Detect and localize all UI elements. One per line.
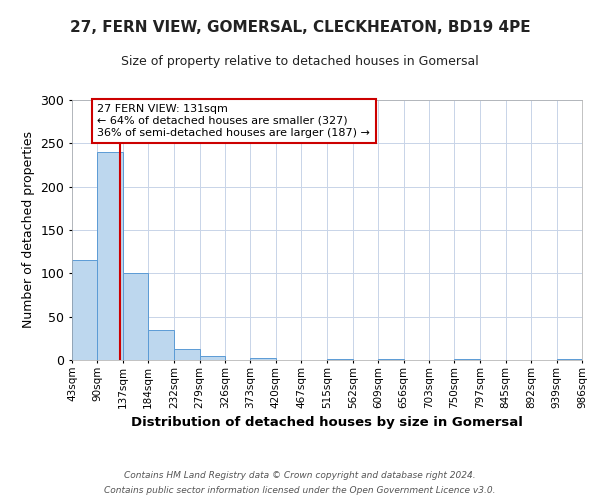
Text: Contains HM Land Registry data © Crown copyright and database right 2024.: Contains HM Land Registry data © Crown c…: [124, 471, 476, 480]
Text: Contains public sector information licensed under the Open Government Licence v3: Contains public sector information licen…: [104, 486, 496, 495]
Bar: [148, 330, 173, 360]
Bar: [250, 358, 276, 360]
Text: 27, FERN VIEW, GOMERSAL, CLECKHEATON, BD19 4PE: 27, FERN VIEW, GOMERSAL, CLECKHEATON, BD…: [70, 20, 530, 35]
Bar: [454, 359, 480, 360]
Bar: [123, 274, 148, 360]
X-axis label: Distribution of detached houses by size in Gomersal: Distribution of detached houses by size …: [131, 416, 523, 429]
Bar: [327, 359, 353, 360]
Y-axis label: Number of detached properties: Number of detached properties: [22, 132, 35, 328]
Bar: [174, 348, 200, 360]
Bar: [557, 359, 582, 360]
Bar: [200, 356, 225, 360]
Text: Size of property relative to detached houses in Gomersal: Size of property relative to detached ho…: [121, 55, 479, 68]
Bar: [72, 260, 97, 360]
Bar: [97, 152, 123, 360]
Bar: [378, 359, 404, 360]
Text: 27 FERN VIEW: 131sqm
← 64% of detached houses are smaller (327)
36% of semi-deta: 27 FERN VIEW: 131sqm ← 64% of detached h…: [97, 104, 370, 138]
